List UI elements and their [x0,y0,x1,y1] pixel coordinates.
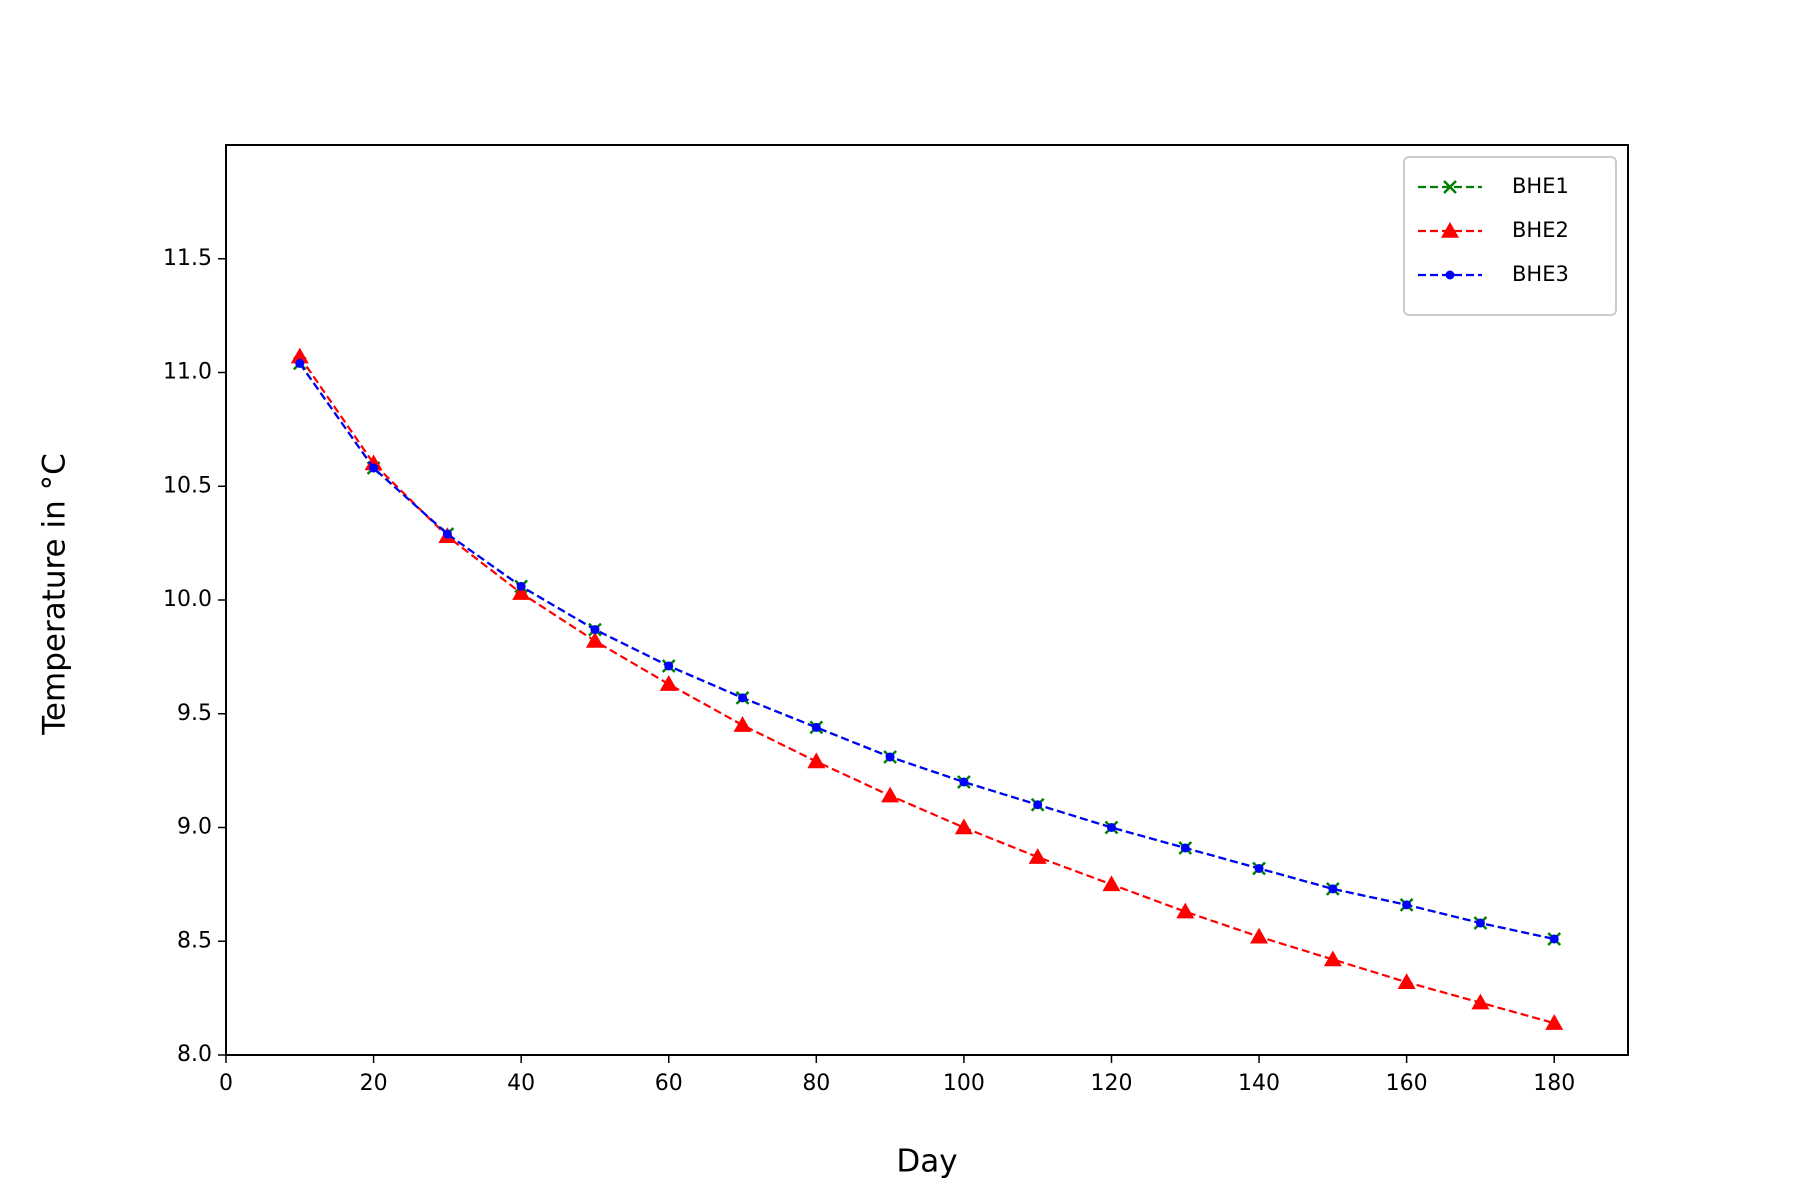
marker [1250,927,1269,944]
marker [1475,918,1485,928]
marker [590,625,600,635]
marker [1323,950,1342,967]
legend: BHE1 BHE2 BHE3 [1403,156,1617,316]
marker [664,661,674,671]
marker [1549,934,1559,944]
marker [512,584,531,600]
plot-frame [225,144,1629,1056]
marker [881,786,900,803]
marker [1028,848,1047,864]
y-tick-label: 10.0 [163,587,212,612]
legend-label: BHE2 [1512,218,1569,242]
marker [954,818,973,835]
marker [585,631,604,648]
marker [1254,863,1264,873]
marker [1180,843,1190,853]
x-tick-label: 60 [655,1071,683,1096]
marker [1545,1014,1564,1030]
legend-marker [1443,180,1457,194]
y-tick-label: 11.0 [163,360,212,385]
x-tick-label: 180 [1533,1071,1575,1096]
marker [1102,875,1121,892]
legend-label: BHE1 [1512,174,1569,198]
y-axis-label: Temperature in °C [37,453,73,735]
x-tick-label: 80 [802,1071,830,1096]
marker [738,693,748,703]
marker [369,463,379,473]
marker [295,358,305,368]
marker [659,675,678,691]
legend-box [1403,156,1617,316]
marker [885,752,895,762]
marker [1402,900,1412,910]
x-tick-label: 140 [1238,1071,1280,1096]
marker [1033,800,1043,810]
y-tick-label: 10.5 [163,473,212,498]
legend-marker [1441,222,1459,238]
marker [1471,993,1490,1010]
marker [290,347,309,364]
x-axis-label: Day [896,1144,957,1180]
marker [364,454,383,471]
legend-label: BHE3 [1512,262,1569,286]
y-tick-label: 9.5 [177,701,212,726]
series-line [298,362,1555,941]
marker [1106,823,1116,832]
y-tick-label: 9.0 [177,815,212,840]
legend-marker [1445,270,1455,280]
y-tick-label: 8.0 [177,1042,212,1067]
x-tick-label: 20 [360,1071,388,1096]
x-tick-label: 120 [1090,1071,1132,1096]
marker [959,777,969,787]
marker [733,716,752,732]
marker [811,722,821,732]
y-tick-label: 11.5 [163,246,212,271]
x-tick-label: 100 [943,1071,985,1096]
x-tick-label: 160 [1386,1071,1428,1096]
x-tick-label: 40 [507,1071,535,1096]
y-tick-label: 8.5 [177,928,212,953]
x-tick-label: 0 [219,1071,233,1096]
marker [1176,902,1195,919]
marker [1397,973,1416,989]
marker [807,752,826,769]
marker [442,529,452,539]
marker [516,581,526,591]
marker [1328,884,1338,894]
